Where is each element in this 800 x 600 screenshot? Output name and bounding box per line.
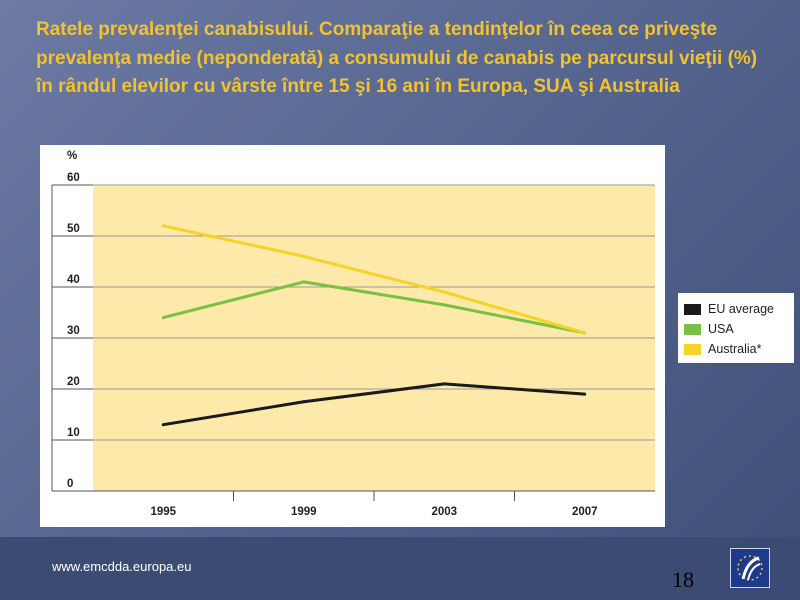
- data-point-australia-2003: [442, 290, 446, 294]
- y-tick-label-0: 0: [67, 478, 73, 490]
- chart-panel: 0 10 20 30 40 50 60% 1995 1999 2003 2007: [40, 145, 665, 527]
- x-tick-label-2003: 2003: [431, 506, 457, 518]
- y-tick-label-40: 40: [67, 274, 80, 286]
- data-point-australia-1995: [161, 224, 165, 228]
- series-line-australia: [162, 224, 586, 335]
- chart-legend: EU average USA Australia*: [678, 293, 794, 363]
- data-point-eu-average-2003: [442, 382, 446, 386]
- data-point-usa-1999: [302, 280, 306, 284]
- footer-bar: www.emcdda.europa.eu 18: [0, 537, 800, 600]
- x-tick-label-1999: 1999: [291, 506, 317, 518]
- legend-label-australia: Australia*: [708, 342, 762, 356]
- emcdda-logo-icon: [730, 548, 770, 588]
- data-point-eu-average-1999: [302, 400, 306, 404]
- legend-item-usa: USA: [684, 319, 794, 339]
- legend-label-eu-average: EU average: [708, 302, 775, 316]
- emcdda-logo-graphic: [737, 555, 763, 581]
- y-unit-label: %: [67, 150, 77, 162]
- legend-swatch-usa: [684, 323, 701, 335]
- legend-item-australia: Australia*: [684, 339, 794, 359]
- data-point-usa-1995: [161, 316, 165, 320]
- x-tick-label-1995: 1995: [150, 506, 176, 518]
- page-number: 18: [672, 567, 694, 592]
- series-line-usa: [162, 280, 586, 335]
- y-tick-label-10: 10: [67, 427, 80, 439]
- data-point-australia-1999: [302, 254, 306, 258]
- data-point-australia-2007: [583, 331, 587, 335]
- slide-title: Ratele prevalenţei canabisului. Comparaţ…: [36, 19, 758, 97]
- footer-url-link[interactable]: www.emcdda.europa.eu: [52, 559, 192, 574]
- y-tick-label-20: 20: [67, 376, 80, 388]
- legend-label-usa: USA: [708, 322, 734, 336]
- x-tick-label-2007: 2007: [572, 506, 598, 518]
- data-point-eu-average-2007: [583, 392, 587, 396]
- data-point-usa-2003: [442, 303, 446, 307]
- data-point-eu-average-1995: [161, 423, 165, 427]
- line-chart: 0 10 20 30 40 50 60% 1995 1999 2003 2007: [51, 150, 655, 518]
- y-tick-label-30: 30: [67, 325, 80, 337]
- y-tick-label-50: 50: [67, 223, 80, 235]
- y-tick-label-60: 60: [67, 172, 80, 184]
- legend-swatch-australia: [684, 343, 701, 355]
- series-line-eu-average: [163, 382, 585, 427]
- legend-item-eu-average: EU average: [684, 299, 794, 319]
- legend-swatch-eu-average: [684, 303, 701, 315]
